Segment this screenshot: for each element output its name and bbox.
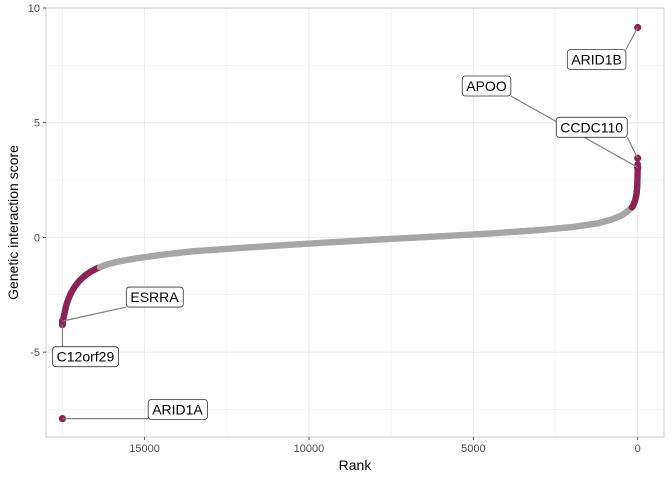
gene-label-arid1b: ARID1B — [566, 49, 627, 71]
y-tick-label: 5 — [34, 118, 40, 130]
gene-label-box — [555, 116, 628, 138]
gene-label-text: C12orf29 — [57, 349, 115, 365]
x-tick-label: 5000 — [461, 443, 485, 455]
connector-line-arid1b — [625, 27, 639, 50]
gene-label-text: ESRRA — [130, 289, 179, 305]
gene-label-box — [52, 346, 119, 368]
gene-label-esrra: ESRRA — [125, 286, 184, 308]
gene-label-text: ARID1A — [152, 401, 203, 417]
connector-line-ccdc110 — [626, 137, 639, 159]
gene-label-ccdc110: CCDC110 — [555, 116, 628, 138]
gene-label-text: APOO — [466, 78, 507, 94]
y-axis-title: Genetic interaction score — [5, 145, 21, 300]
gene-label-box — [461, 75, 512, 97]
labels-layer: ARID1B APOO CCDC110 ESRRA C12orf29 ARID1A — [52, 49, 628, 420]
gene-label-text: ARID1B — [571, 52, 622, 68]
gene-label-c12orf29: C12orf29 — [52, 346, 119, 368]
x-tick-label: 10000 — [294, 443, 325, 455]
x-tick-label: 0 — [635, 443, 641, 455]
gene-label-arid1a: ARID1A — [147, 399, 208, 420]
gene-label-box — [147, 399, 208, 420]
gene-label-box — [125, 286, 184, 308]
panel-border — [45, 7, 665, 438]
gene-label-text: CCDC110 — [560, 119, 623, 135]
x-axis-title: Rank — [339, 457, 373, 473]
gene-label-box — [566, 49, 627, 71]
x-tick-label: 15000 — [129, 443, 160, 455]
gene-label-apoo: APOO — [461, 75, 512, 97]
y-tick-label: -5 — [30, 347, 40, 359]
ticks-layer: 15000 10000 5000 0 10 5 0 -5 — [28, 3, 641, 455]
y-tick-label: 10 — [28, 3, 40, 15]
connector-line-esrra — [62, 306, 127, 322]
y-tick-label: 0 — [34, 232, 40, 244]
